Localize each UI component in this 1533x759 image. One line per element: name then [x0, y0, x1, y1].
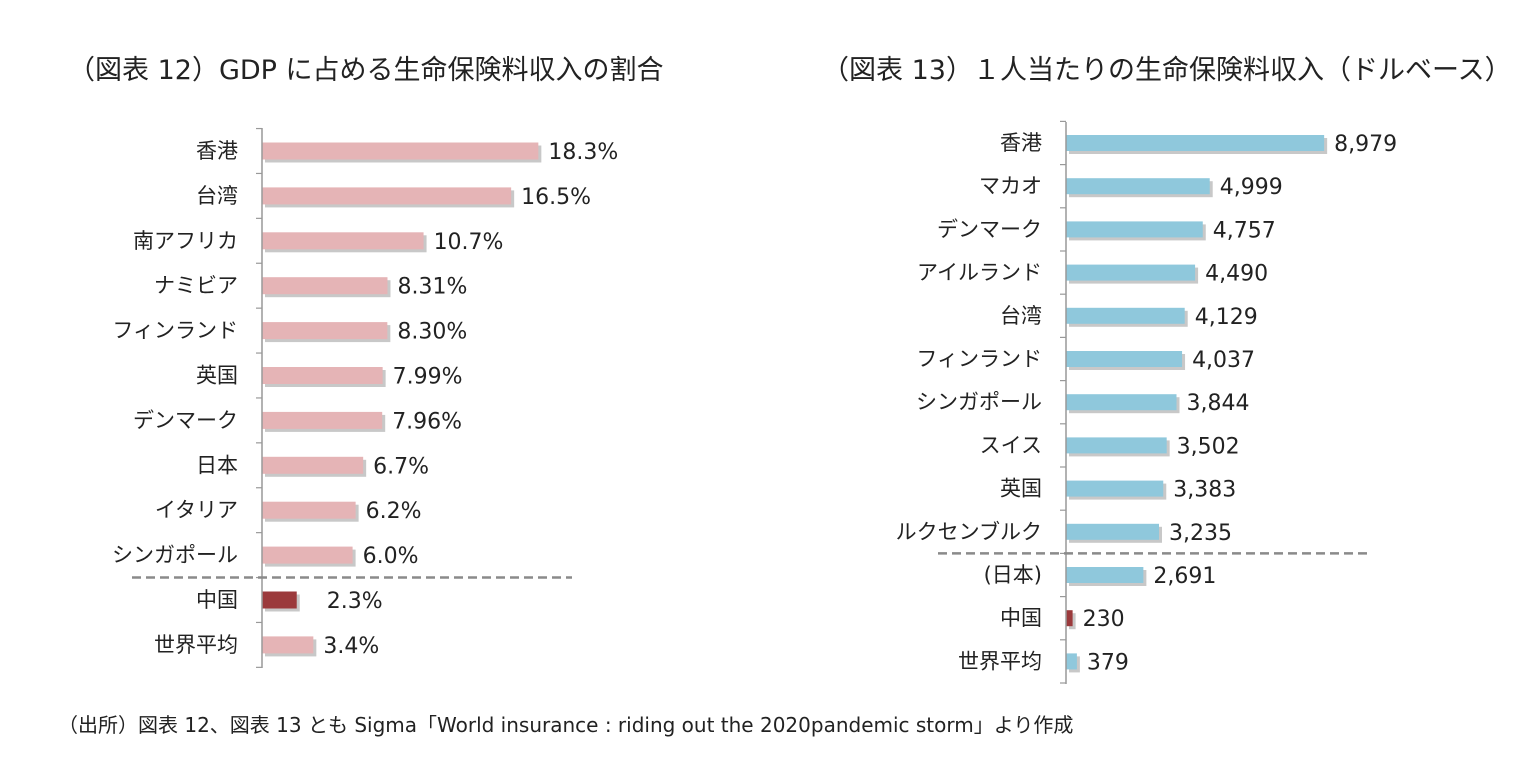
- value-label: 10.7%: [434, 230, 504, 255]
- value-label: 18.3%: [548, 140, 618, 165]
- bar-0-6: [262, 411, 383, 429]
- bar-1-7: [1066, 437, 1167, 454]
- chart-title-left: （図表 12）GDP に占める生命保険料収入の割合: [68, 55, 664, 86]
- value-label: 4,999: [1220, 175, 1283, 200]
- category-label: フィンランド: [916, 347, 1042, 371]
- value-label: 6.2%: [366, 499, 422, 524]
- category-label: 南アフリカ: [133, 229, 238, 253]
- bar-0-5: [262, 367, 383, 384]
- bar-1-4: [1066, 307, 1185, 324]
- category-label: デンマーク: [133, 408, 238, 432]
- bar-1-0: [1066, 135, 1325, 151]
- bar-1-1: [1066, 178, 1210, 195]
- category-label: アイルランド: [917, 261, 1042, 285]
- value-label: 16.5%: [521, 185, 591, 210]
- bar-0-10: [262, 591, 297, 609]
- category-label: 台湾: [1000, 304, 1042, 328]
- bar-0-2: [262, 232, 424, 250]
- value-label: 3,844: [1187, 391, 1250, 416]
- bar-1-11: [1066, 610, 1073, 627]
- category-label: 香港: [196, 139, 238, 163]
- value-label: 6.7%: [373, 454, 429, 479]
- bar-1-2: [1066, 221, 1203, 238]
- bar-1-8: [1066, 480, 1164, 497]
- category-label: マカオ: [979, 174, 1042, 198]
- bar-0-1: [262, 187, 512, 205]
- category-label: ルクセンブルク: [896, 520, 1042, 544]
- value-label: 4,757: [1213, 218, 1276, 243]
- category-label: (日本): [984, 563, 1042, 587]
- category-label: 中国: [1000, 606, 1042, 630]
- value-label: 379: [1087, 650, 1129, 675]
- value-label: 4,490: [1205, 262, 1268, 287]
- category-label: シンガポール: [916, 390, 1042, 414]
- value-label: 7.99%: [393, 365, 463, 390]
- value-label: 230: [1083, 607, 1125, 632]
- category-label: 英国: [1000, 477, 1042, 501]
- bar-1-3: [1066, 264, 1196, 281]
- value-label: 3,235: [1169, 521, 1232, 546]
- value-label: 8.31%: [397, 275, 467, 300]
- value-label: 3.4%: [323, 634, 379, 659]
- bar-0-4: [262, 322, 388, 340]
- category-label: 中国: [196, 588, 238, 612]
- category-label: スイス: [980, 433, 1042, 457]
- category-label: 日本: [196, 453, 238, 477]
- category-label: シンガポール: [112, 543, 238, 567]
- bar-0-7: [262, 456, 364, 474]
- category-label: イタリア: [155, 498, 238, 522]
- bar-1-12: [1066, 653, 1077, 670]
- value-label: 8.30%: [397, 320, 467, 345]
- chart-title-right: （図表 13）１人当たりの生命保険料収入（ドルベース）: [822, 55, 1512, 86]
- value-label: 4,129: [1195, 305, 1258, 330]
- value-label: 3,383: [1173, 478, 1236, 503]
- value-label: 8,979: [1334, 132, 1397, 157]
- bar-1-5: [1066, 351, 1183, 367]
- category-label: 世界平均: [154, 633, 238, 657]
- bar-0-8: [262, 501, 356, 519]
- value-label: 2.3%: [327, 589, 383, 614]
- category-label: ナミビア: [154, 274, 238, 298]
- value-label: 7.96%: [392, 409, 462, 434]
- value-label: 2,691: [1153, 564, 1216, 589]
- category-label: 世界平均: [958, 649, 1042, 673]
- bar-0-3: [262, 277, 388, 295]
- value-label: 3,502: [1177, 434, 1240, 459]
- source-note: （出所）図表 12、図表 13 とも Sigma「World insurance…: [58, 713, 1074, 737]
- category-label: 英国: [196, 364, 238, 388]
- bar-1-6: [1066, 394, 1177, 411]
- category-label: 台湾: [196, 184, 238, 208]
- bar-0-11: [262, 636, 314, 654]
- category-label: フィンランド: [112, 319, 238, 343]
- value-label: 4,037: [1192, 348, 1255, 373]
- bar-1-9: [1066, 523, 1160, 540]
- category-label: デンマーク: [937, 217, 1042, 241]
- bar-1-10: [1066, 567, 1144, 583]
- value-label: 6.0%: [363, 544, 419, 569]
- bar-0-0: [262, 142, 539, 160]
- category-label: 香港: [1000, 131, 1042, 155]
- bar-0-9: [262, 546, 353, 564]
